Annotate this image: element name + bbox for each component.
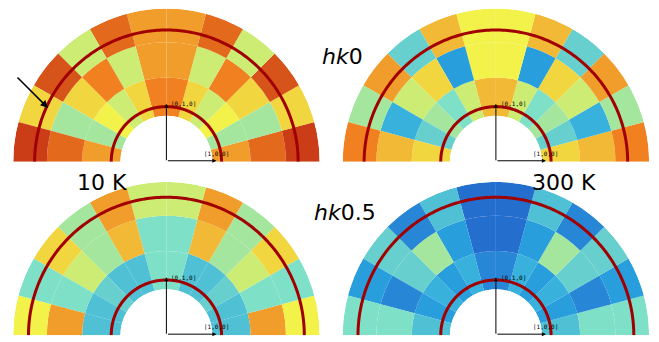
svg-text:[1,0,0]: [1,0,0] bbox=[204, 150, 229, 157]
svg-text:hk0.5: hk0.5 bbox=[314, 200, 376, 225]
svg-text:[1,0,0]: [1,0,0] bbox=[204, 323, 229, 330]
svg-text:[0,1,0]: [0,1,0] bbox=[171, 274, 196, 281]
svg-text:[0,1,0]: [0,1,0] bbox=[501, 100, 526, 107]
svg-text:[0,1,0]: [0,1,0] bbox=[501, 274, 526, 281]
svg-text:10 K: 10 K bbox=[77, 170, 127, 195]
svg-text:[1,0,0]: [1,0,0] bbox=[533, 150, 558, 157]
svg-text:hk0: hk0 bbox=[322, 44, 363, 69]
svg-text:[1,0,0]: [1,0,0] bbox=[533, 323, 558, 330]
svg-text:300 K: 300 K bbox=[532, 170, 596, 195]
svg-text:[0,1,0]: [0,1,0] bbox=[171, 100, 196, 107]
